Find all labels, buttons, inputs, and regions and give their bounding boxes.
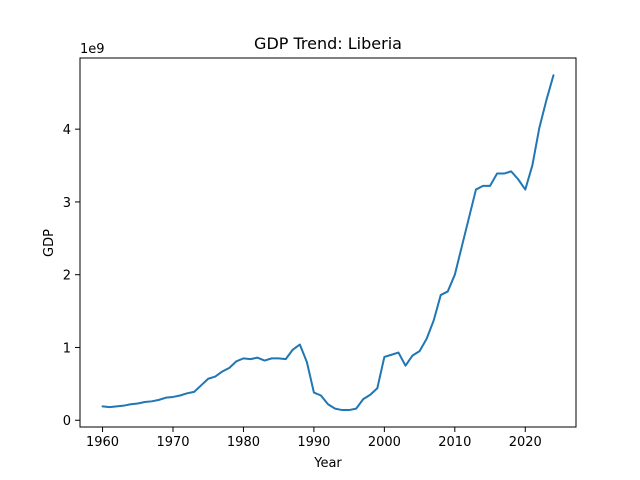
x-tick-label: 1960 — [86, 435, 119, 450]
y-tick-label: 3 — [63, 196, 71, 211]
chart-title: GDP Trend: Liberia — [254, 34, 402, 53]
y-tick-label: 2 — [63, 269, 71, 284]
x-tick-label: 1970 — [156, 435, 189, 450]
plot-area-frame — [79, 57, 577, 428]
y-tick-label: 4 — [63, 123, 71, 138]
gdp-series-line — [101, 74, 555, 412]
x-tick-label: 2010 — [438, 435, 471, 450]
y-tick-label: 0 — [63, 414, 71, 429]
y-axis-offset-label: 1e9 — [80, 42, 105, 57]
x-axis-label: Year — [313, 456, 342, 471]
x-tick-label: 1980 — [227, 435, 260, 450]
y-axis-ticks: 0 1 2 3 4 — [63, 123, 80, 429]
x-tick-label: 1990 — [297, 435, 330, 450]
y-tick-label: 1 — [63, 341, 71, 356]
y-axis-label: GDP — [42, 229, 57, 257]
x-axis-ticks: 1960 1970 1980 1990 2000 2010 2020 — [86, 427, 542, 450]
x-tick-label: 2020 — [509, 435, 542, 450]
x-tick-label: 2000 — [368, 435, 401, 450]
